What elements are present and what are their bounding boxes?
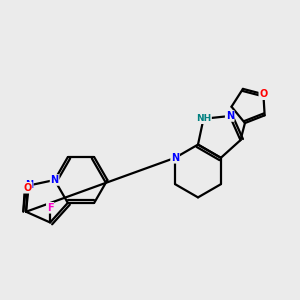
Text: O: O [23, 183, 32, 193]
Text: O: O [259, 89, 268, 99]
Text: F: F [47, 203, 53, 213]
Text: N: N [226, 111, 234, 121]
Text: N: N [50, 175, 59, 185]
Text: NH: NH [196, 114, 211, 123]
Text: N: N [171, 153, 179, 163]
Text: N: N [25, 181, 33, 190]
